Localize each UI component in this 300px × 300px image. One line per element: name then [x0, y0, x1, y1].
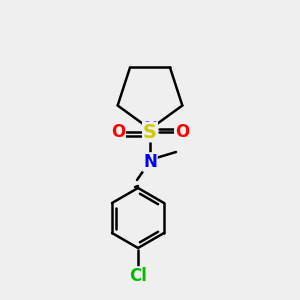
Text: Cl: Cl: [129, 267, 147, 285]
Text: S: S: [143, 122, 157, 142]
Text: N: N: [143, 153, 157, 171]
Text: O: O: [175, 123, 189, 141]
Text: O: O: [111, 123, 125, 141]
Text: N: N: [143, 120, 157, 138]
